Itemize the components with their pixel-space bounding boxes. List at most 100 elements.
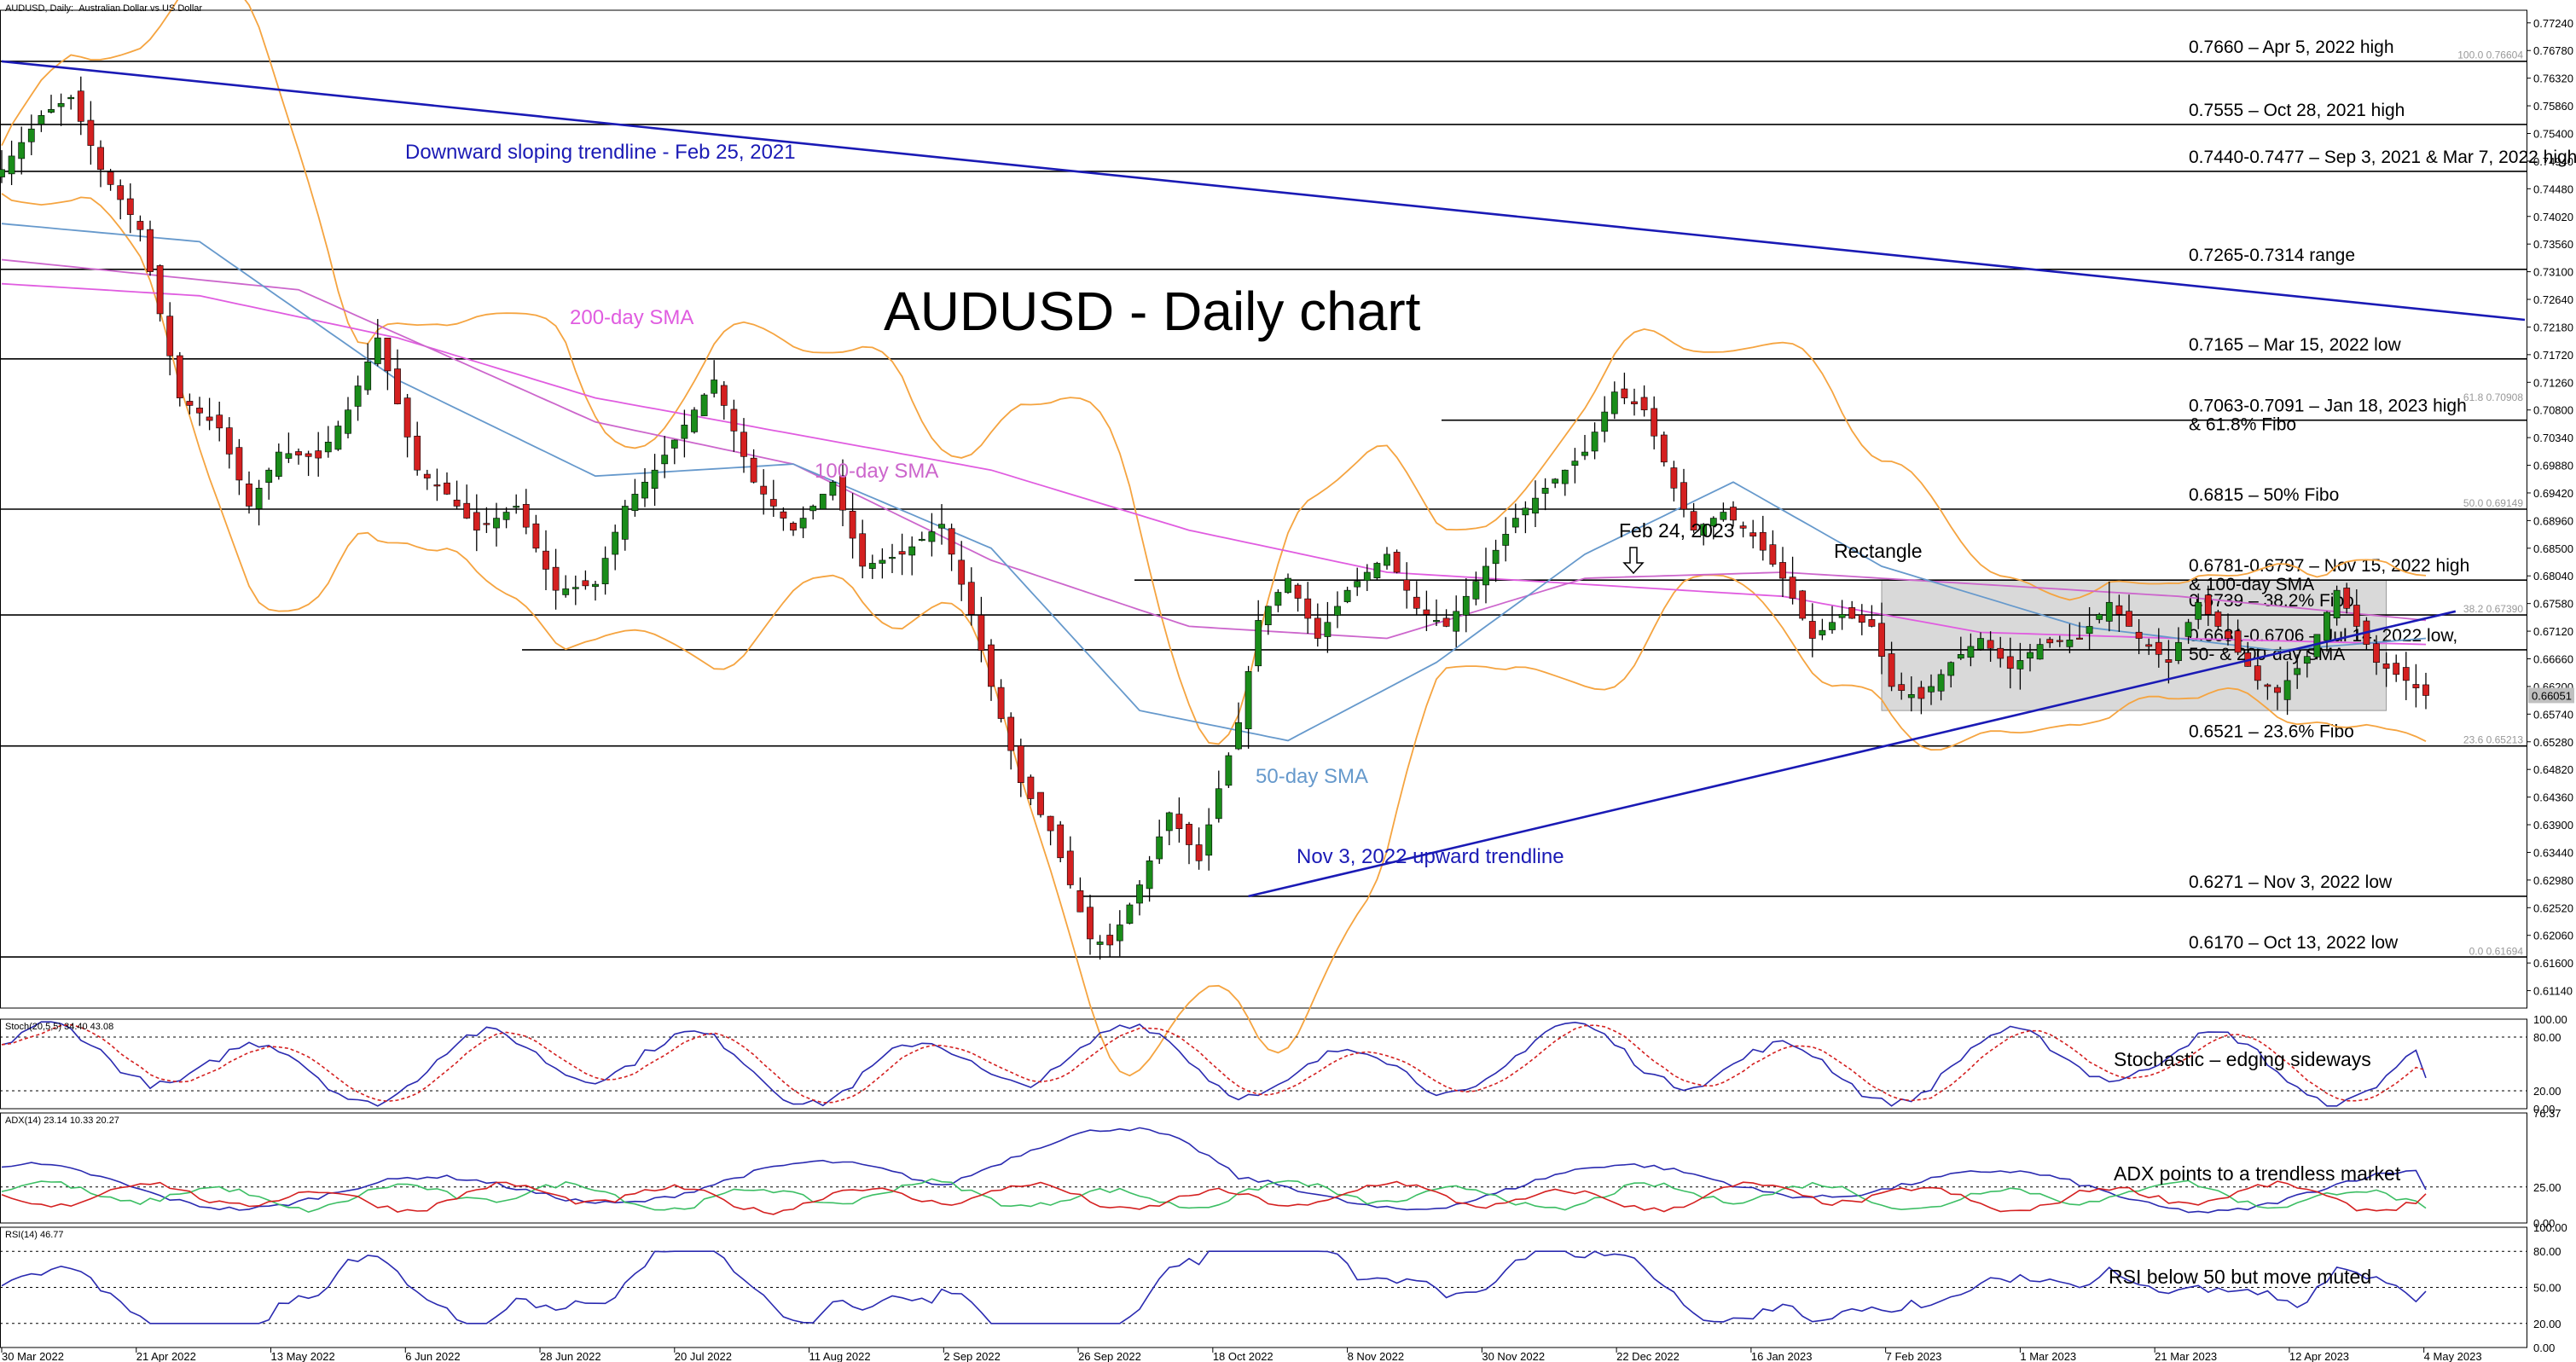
candle-body: [1363, 571, 1371, 582]
symbol-description: Australian Dollar vs US Dollar: [78, 3, 203, 14]
candle-body: [67, 96, 75, 100]
candle-body: [1610, 391, 1618, 414]
candle-body: [414, 435, 421, 471]
candle-body: [1739, 525, 1747, 529]
candle-body: [1581, 451, 1588, 456]
candle-body: [1186, 824, 1192, 845]
level-label: 0.7440-0.7477 – Sep 3, 2021 & Mar 7, 202…: [2189, 148, 2576, 167]
trendlines: [1, 60, 2526, 898]
price-tick-label: 0.62520: [2533, 901, 2573, 914]
candle-body: [1829, 622, 1836, 630]
candle-body: [2006, 656, 2014, 669]
candle-body: [225, 427, 233, 455]
candle-body: [730, 409, 738, 432]
candle-body: [285, 453, 293, 459]
candle-body: [2076, 637, 2083, 640]
candle-body: [1571, 461, 1579, 466]
candle-body: [2184, 622, 2192, 637]
moving-averages: [1, 223, 2427, 742]
candle-body: [849, 510, 856, 539]
stoch-header: Stoch(20,5,5) 34.40 43.08: [5, 1022, 114, 1032]
candle-body: [1700, 524, 1708, 536]
candle-body: [1670, 467, 1678, 489]
candle-body: [1907, 694, 1915, 698]
annotations: Downward sloping trendline - Feb 25, 202…: [405, 141, 1923, 868]
candle-body: [1314, 617, 1321, 639]
candle-body: [0, 169, 5, 177]
level-label-secondary: & 61.8% Fibo: [2189, 415, 2296, 435]
candle-body: [2066, 639, 2074, 647]
time-tick-label: 26 Sep 2022: [1078, 1350, 1141, 1362]
candle-body: [1928, 686, 1935, 693]
price-tick-label: 0.61600: [2533, 957, 2573, 970]
candle-body: [2056, 640, 2063, 642]
candle-body: [1759, 531, 1767, 551]
candle-body: [1175, 814, 1183, 830]
candle-body: [265, 469, 273, 483]
candle-body: [780, 511, 787, 519]
price-tick-label: 0.74020: [2533, 211, 2573, 223]
price-tick-label: 0.72180: [2533, 321, 2573, 333]
candle-body: [1591, 432, 1598, 452]
candle-body: [2046, 639, 2054, 644]
candle-body: [2225, 630, 2231, 639]
candle-body: [1066, 850, 1074, 885]
time-tick-label: 4 May 2023: [2424, 1350, 2482, 1362]
candle-body: [769, 499, 777, 507]
candle-body: [87, 119, 95, 146]
indicator-tick-label: 80.00: [2533, 1245, 2561, 1258]
candle-body: [403, 397, 411, 438]
candle-body: [1334, 606, 1341, 616]
price-tick-label: 0.71720: [2533, 349, 2573, 362]
candle-body: [1660, 434, 1668, 463]
candle-body: [483, 523, 490, 525]
candle-body: [1087, 907, 1094, 940]
candle-body: [582, 580, 589, 587]
level-label: 0.7063-0.7091 – Jan 18, 2023 high: [2189, 397, 2467, 416]
candle-body: [1076, 890, 1084, 913]
candle-body: [1442, 617, 1450, 627]
price-tick-label: 0.73100: [2533, 266, 2573, 279]
candle-body: [1779, 562, 1786, 579]
price-tick-label: 0.68500: [2533, 542, 2573, 555]
candle-body: [196, 408, 203, 414]
candle-body: [651, 469, 659, 490]
candle-body: [463, 502, 471, 519]
candle-body: [2086, 626, 2093, 635]
candle-body: [621, 506, 629, 540]
adx-header: ADX(14) 23.14 10.33 20.27: [5, 1116, 119, 1126]
candle-body: [1937, 674, 1945, 692]
candle-body: [1878, 623, 1885, 657]
candle-body: [829, 481, 837, 496]
candle-body: [2115, 605, 2123, 615]
candle-body: [384, 338, 392, 372]
chart-title: AUDUSD - Daily chart: [884, 281, 1421, 342]
candle-body: [2016, 660, 2024, 669]
indicator-comment: RSI below 50 but move muted: [2109, 1266, 2371, 1288]
candle-body: [1680, 482, 1687, 510]
candle-body: [750, 457, 757, 483]
price-tick-label: 0.70340: [2533, 432, 2573, 444]
candle-body: [1384, 553, 1390, 566]
sma50-label: 50-day SMA: [1256, 765, 1368, 788]
candle-body: [601, 558, 609, 585]
candle-body: [1433, 620, 1440, 623]
candle-body: [918, 538, 925, 542]
candle-body: [1285, 577, 1291, 594]
candle-body: [2324, 611, 2330, 641]
candle-body: [711, 380, 718, 394]
price-tick-label: 0.65280: [2533, 736, 2573, 749]
candle-body: [1601, 411, 1609, 432]
downtrend-line: [1, 60, 2526, 322]
candle-body: [1541, 488, 1549, 494]
current-price-box: [2528, 687, 2574, 704]
candle-body: [1225, 755, 1233, 786]
price-tick-label: 0.70800: [2533, 404, 2573, 417]
candle-body: [760, 485, 768, 495]
candle-body: [354, 385, 362, 407]
horizontal-levels: 0.7660 – Apr 5, 2022 high 0.7555 – Oct 28…: [0, 38, 2576, 958]
panel-frame-2: [0, 1112, 2527, 1224]
candle-body: [631, 494, 639, 512]
candle-body: [928, 531, 936, 542]
rectangle-zone: [1881, 579, 2387, 711]
